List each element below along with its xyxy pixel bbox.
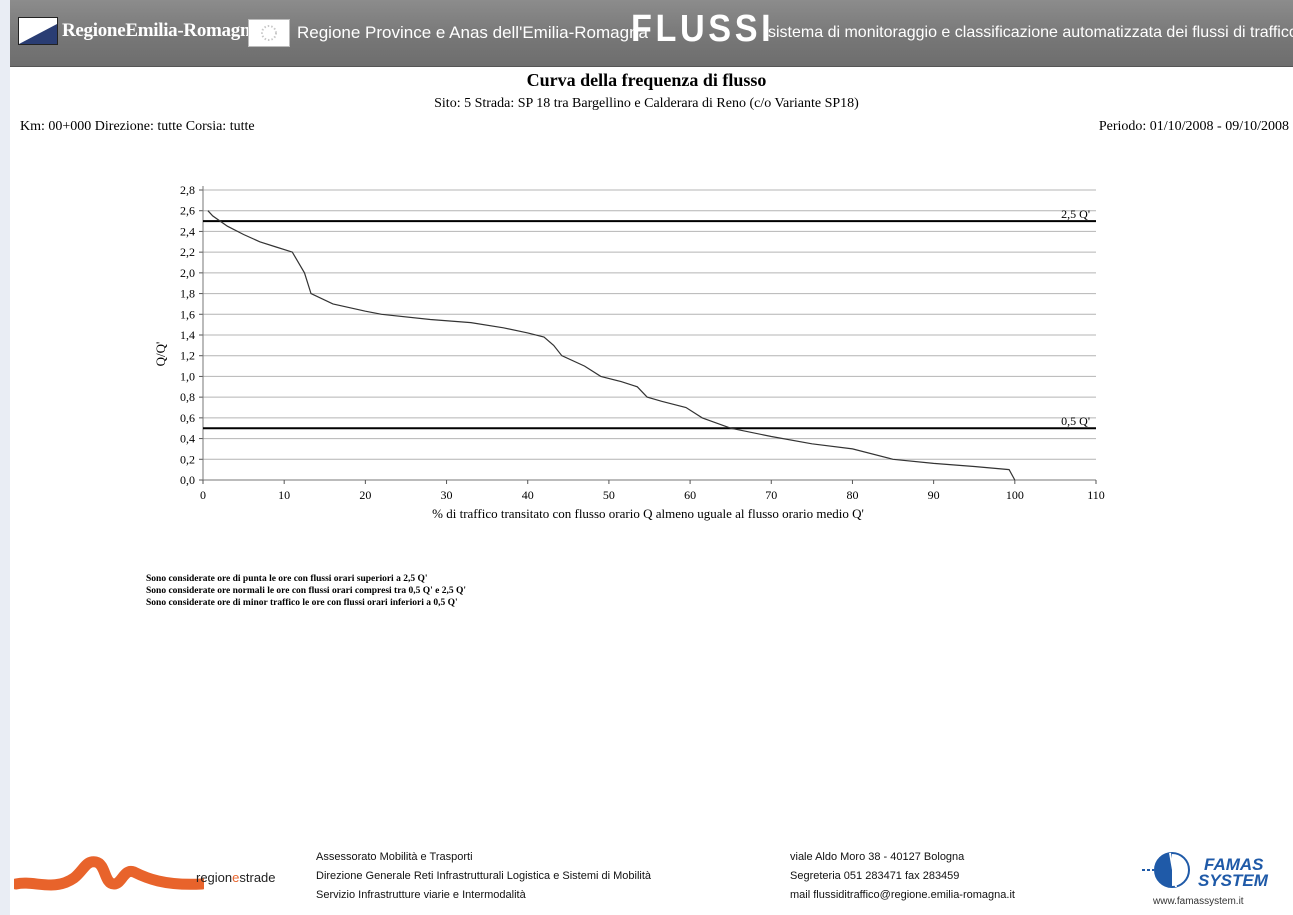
famas-url[interactable]: www.famassystem.it: [1153, 896, 1244, 907]
x-axis-label: % di traffico transitato con flusso orar…: [432, 506, 864, 521]
y-tick-label: 1,8: [180, 287, 195, 301]
reference-line-label: 2,5 Q': [1061, 207, 1090, 221]
x-tick-label: 10: [278, 488, 290, 502]
footer-email[interactable]: mail flussiditraffico@regione.emilia-rom…: [790, 889, 1015, 901]
x-tick-label: 20: [359, 488, 371, 502]
y-tick-label: 0,8: [180, 390, 195, 404]
x-tick-label: 40: [522, 488, 534, 502]
note-peak: Sono considerate ore di punta le ore con…: [146, 574, 428, 584]
y-tick-label: 1,0: [180, 369, 195, 383]
x-tick-label: 30: [441, 488, 453, 502]
famas-line1: FAMAS: [1204, 855, 1264, 874]
header-tagline: sistema di monitoraggio e classificazion…: [768, 24, 1293, 41]
regione-flag-icon: [18, 17, 58, 45]
footer-office-line: Servizio Infrastrutture viarie e Intermo…: [316, 889, 526, 901]
location-info: Km: 00+000 Direzione: tutte Corsia: tutt…: [20, 119, 255, 134]
x-tick-label: 0: [200, 488, 206, 502]
footer-office-line: Assessorato Mobilità e Trasporti: [316, 851, 473, 863]
y-tick-label: 0,4: [180, 432, 195, 446]
famas-line2: SYSTEM: [1198, 871, 1269, 890]
note-normal: Sono considerate ore normali le ore con …: [146, 586, 467, 596]
y-tick-label: 2,0: [180, 266, 195, 280]
brand-part-c: strade: [239, 870, 276, 885]
series-line: [207, 210, 1016, 481]
notes-block: Sono considerate ore di punta le ore con…: [146, 573, 466, 609]
eu-flag-icon: [248, 19, 290, 47]
header-bar: RegioneEmilia-Romagna Regione Province e…: [10, 0, 1293, 67]
y-tick-label: 2,8: [180, 183, 195, 197]
flow-frequency-chart: 0,0 0,2 0,4 0,6 0,8 1,0 1,2 1,4 1,6 1,8 2,0 2,2 2,4 2…: [153, 183, 1105, 521]
reference-line-label: 0,5 Q': [1061, 414, 1090, 428]
x-tick-label: 90: [928, 488, 940, 502]
x-tick-label: 110: [1087, 488, 1105, 502]
left-margin-strip: [0, 0, 10, 915]
report-subtitle: Sito: 5 Strada: SP 18 tra Bargellino e C…: [434, 96, 859, 111]
footer-contact-info: viale Aldo Moro 38 - 40127 Bologna Segre…: [790, 848, 1015, 905]
regionestrade-logo-icon: [14, 856, 204, 891]
x-tick-label: 70: [765, 488, 777, 502]
y-tick-label: 2,6: [180, 204, 195, 218]
footer: regionestrade Assessorato Mobilità e Tra…: [0, 838, 1293, 915]
y-tick-label: 1,2: [180, 349, 195, 363]
y-tick-label: 0,0: [180, 473, 195, 487]
y-tick-label: 0,6: [180, 411, 195, 425]
y-axis-label: Q/Q': [153, 342, 168, 367]
note-low: Sono considerate ore di minor traffico l…: [146, 598, 458, 608]
report-title: Curva della frequenza di flusso: [526, 70, 767, 90]
y-tick-label: 2,4: [180, 224, 195, 238]
report-page: [10, 0, 1293, 915]
reference-lines: 2,5 Q' 0,5 Q': [203, 207, 1096, 430]
footer-phone: Segreteria 051 283471 fax 283459: [790, 870, 960, 882]
y-tick-label: 1,6: [180, 307, 195, 321]
x-tick-label: 60: [684, 488, 696, 502]
x-tick-label: 80: [846, 488, 858, 502]
footer-office-line: Direzione Generale Reti Infrastrutturali…: [316, 870, 652, 882]
regione-logo[interactable]: RegioneEmilia-Romagna: [18, 14, 260, 48]
y-tick-label: 1,4: [180, 328, 195, 342]
series-layer: [207, 210, 1016, 481]
regione-logo-text: RegioneEmilia-Romagna: [62, 20, 260, 41]
grid-layer: [203, 189, 1096, 481]
x-tick-label: 100: [1006, 488, 1024, 502]
header-subtitle: Regione Province e Anas dell'Emilia-Roma…: [297, 23, 648, 42]
footer-address: viale Aldo Moro 38 - 40127 Bologna: [790, 851, 965, 863]
x-tick-label: 50: [603, 488, 615, 502]
famas-logo-icon[interactable]: FAMAS SYSTEM: [1140, 844, 1280, 896]
brand-part-b: e: [232, 870, 240, 885]
flussi-brand: FLUSSI: [631, 8, 775, 50]
period-info: Periodo: 01/10/2008 - 09/10/2008: [1098, 119, 1289, 134]
y-tick-label: 2,2: [180, 245, 195, 259]
brand-part-a: region: [196, 870, 233, 885]
axis-layer: 0,0 0,2 0,4 0,6 0,8 1,0 1,2 1,4 1,6 1,8 2,0 2,2 2,4 2…: [180, 183, 1105, 502]
footer-office-info: Assessorato Mobilità e Trasporti Direzio…: [316, 848, 651, 905]
y-tick-label: 0,2: [180, 452, 195, 466]
regionestrade-wordmark[interactable]: regionestrade: [196, 870, 276, 885]
